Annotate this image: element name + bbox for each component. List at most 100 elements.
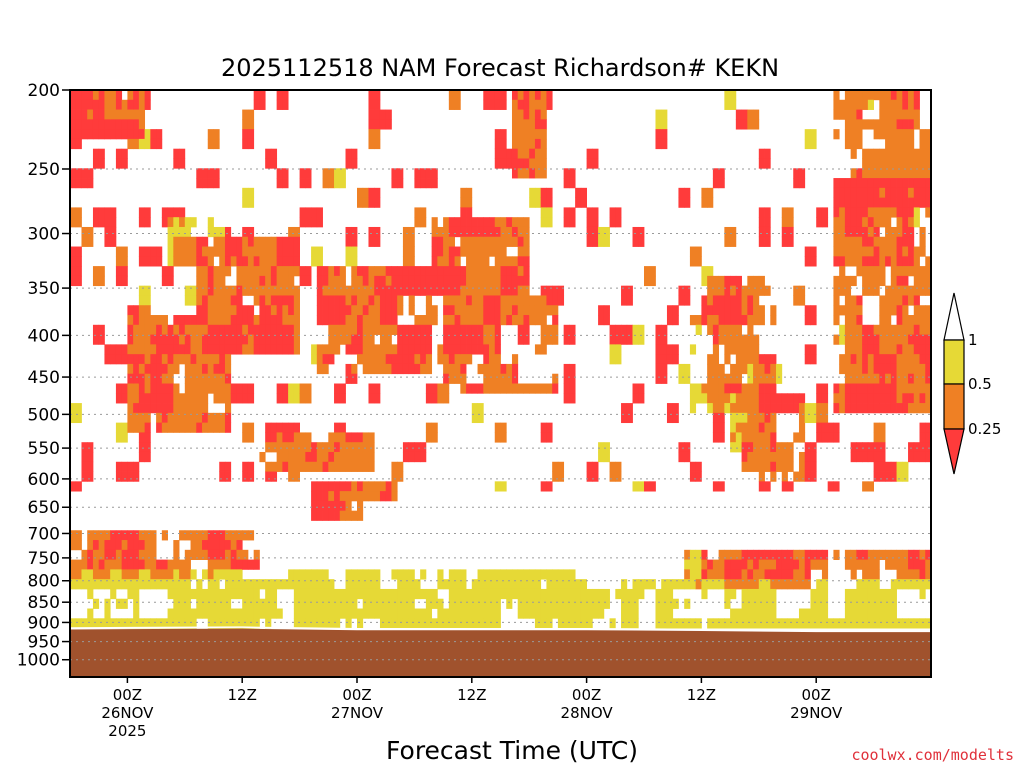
heatmap-cell bbox=[879, 451, 886, 463]
heatmap-cell bbox=[385, 481, 392, 492]
heatmap-cell bbox=[546, 324, 553, 335]
heatmap-cell bbox=[173, 588, 180, 600]
heatmap-cell bbox=[615, 461, 622, 472]
heatmap-cell bbox=[758, 393, 765, 404]
heatmap-cell bbox=[500, 246, 507, 257]
heatmap-cell bbox=[867, 236, 874, 247]
heatmap-cell bbox=[224, 344, 232, 355]
heatmap-cell bbox=[867, 559, 874, 570]
chart-title: 2025112518 NAM Forecast Richardson# KEKN bbox=[221, 54, 779, 82]
heatmap-cell bbox=[397, 275, 404, 287]
heatmap-cell bbox=[207, 275, 214, 287]
heatmap-cell bbox=[529, 569, 536, 580]
heatmap-cell bbox=[115, 148, 123, 159]
heatmap-cell bbox=[666, 403, 674, 414]
heatmap-cell bbox=[328, 598, 335, 609]
heatmap-cell bbox=[511, 354, 519, 365]
heatmap-cell bbox=[919, 422, 926, 433]
heatmap-cell bbox=[247, 559, 255, 570]
heatmap-cell bbox=[247, 119, 255, 130]
heatmap-cell bbox=[334, 491, 341, 502]
heatmap-cell bbox=[919, 442, 926, 453]
heatmap-cell bbox=[557, 569, 565, 580]
heatmap-cell bbox=[391, 344, 398, 355]
heatmap-cell bbox=[684, 579, 691, 590]
heatmap-cell bbox=[523, 324, 530, 335]
heatmap-cell bbox=[259, 285, 266, 296]
heatmap-cell bbox=[655, 373, 662, 384]
heatmap-cell bbox=[127, 324, 134, 335]
heatmap-cell bbox=[816, 217, 823, 228]
heatmap-cell bbox=[270, 432, 278, 443]
heatmap-cell bbox=[919, 129, 926, 140]
heatmap-cell bbox=[655, 109, 662, 120]
heatmap-cell bbox=[471, 412, 478, 424]
heatmap-cell bbox=[179, 344, 186, 355]
heatmap-cell bbox=[247, 315, 255, 326]
heatmap-cell bbox=[311, 598, 318, 609]
heatmap-cell bbox=[179, 579, 186, 590]
heatmap-cell bbox=[379, 109, 387, 120]
heatmap-cell bbox=[443, 363, 450, 375]
heatmap-cell bbox=[626, 295, 633, 306]
heatmap-cell bbox=[730, 373, 737, 384]
heatmap-cell bbox=[368, 608, 375, 619]
heatmap-cell bbox=[397, 295, 404, 306]
heatmap-cell bbox=[764, 363, 771, 375]
heatmap-cell bbox=[517, 598, 524, 609]
heatmap-cell bbox=[202, 549, 209, 560]
heatmap-cell bbox=[202, 305, 209, 316]
heatmap-cell bbox=[328, 295, 335, 306]
heatmap-cell bbox=[425, 334, 433, 345]
heatmap-cell bbox=[213, 598, 220, 609]
heatmap-cell bbox=[839, 266, 846, 277]
heatmap-cell bbox=[655, 344, 662, 355]
heatmap-cell bbox=[115, 618, 123, 629]
heatmap-cell bbox=[724, 99, 731, 110]
heatmap-cell bbox=[764, 207, 771, 218]
heatmap-cell bbox=[385, 354, 392, 365]
heatmap-cell bbox=[540, 129, 547, 140]
heatmap-cell bbox=[494, 598, 501, 609]
heatmap-cell bbox=[879, 158, 886, 169]
heatmap-cell bbox=[219, 461, 226, 472]
heatmap-cell bbox=[563, 608, 570, 619]
heatmap-cell bbox=[242, 383, 249, 394]
heatmap-cell bbox=[844, 236, 852, 247]
heatmap-cell bbox=[293, 315, 300, 326]
heatmap-cell bbox=[184, 559, 191, 570]
heatmap-cell bbox=[184, 226, 191, 238]
heatmap-cell bbox=[919, 451, 926, 463]
heatmap-cell bbox=[144, 530, 151, 541]
heatmap-cell bbox=[374, 315, 381, 326]
heatmap-cell bbox=[328, 305, 335, 316]
heatmap-cell bbox=[144, 324, 151, 335]
heatmap-cell bbox=[156, 256, 163, 267]
heatmap-cell bbox=[655, 129, 662, 140]
heatmap-cell bbox=[213, 334, 220, 345]
heatmap-cell bbox=[144, 373, 151, 384]
heatmap-cell bbox=[609, 618, 616, 629]
heatmap-cell bbox=[138, 334, 146, 345]
heatmap-cell bbox=[747, 285, 754, 296]
heatmap-cell bbox=[276, 383, 283, 394]
heatmap-cell bbox=[506, 148, 513, 159]
heatmap-cell bbox=[121, 354, 128, 365]
heatmap-cell bbox=[885, 383, 892, 394]
heatmap-cell bbox=[758, 236, 765, 247]
heatmap-cell bbox=[454, 598, 461, 609]
heatmap-cell bbox=[885, 373, 892, 384]
heatmap-cell bbox=[121, 383, 128, 394]
heatmap-cell bbox=[649, 481, 656, 492]
heatmap-cell bbox=[379, 344, 387, 355]
heatmap-cell bbox=[230, 383, 237, 394]
heatmap-cell bbox=[661, 119, 668, 130]
heatmap-cell bbox=[557, 285, 565, 296]
heatmap-cell bbox=[649, 275, 656, 287]
heatmap-cell bbox=[420, 354, 427, 365]
heatmap-cell bbox=[862, 178, 869, 189]
heatmap-cell bbox=[730, 99, 737, 110]
x-tick-label: 28NOV bbox=[561, 704, 614, 722]
heatmap-cell bbox=[925, 168, 932, 179]
heatmap-cell bbox=[741, 569, 748, 580]
